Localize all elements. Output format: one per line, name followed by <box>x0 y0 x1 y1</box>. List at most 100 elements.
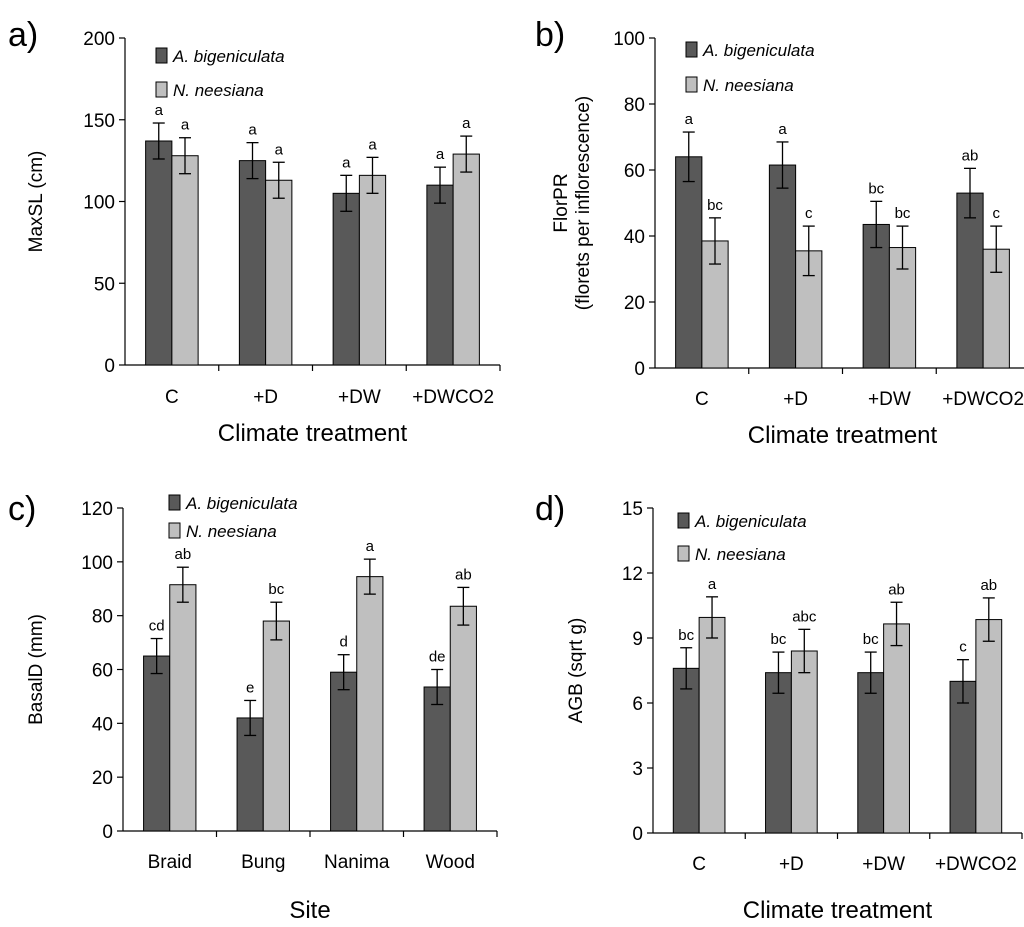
y-tick-label: 40 <box>92 714 113 735</box>
y-axis-title: BasalD (mm) <box>26 614 47 725</box>
x-category-label: +DW <box>868 389 911 410</box>
bar-n-neesiana <box>452 153 480 366</box>
legend-swatch <box>685 76 698 93</box>
bar-a-bigeniculata <box>857 672 885 834</box>
bar-n-neesiana <box>356 576 384 832</box>
significance-letter: cd <box>149 618 165 635</box>
legend-swatch <box>677 545 690 562</box>
y-tick-label: 80 <box>624 95 645 116</box>
bar-a-bigeniculata <box>145 140 173 366</box>
significance-letter: c <box>993 205 1001 222</box>
significance-letter: c <box>959 639 967 656</box>
y-tick-label: 100 <box>613 29 645 50</box>
significance-letter: a <box>181 117 190 134</box>
significance-letter: a <box>436 146 445 163</box>
significance-letter: c <box>805 205 813 222</box>
bar-n-neesiana <box>982 248 1010 369</box>
y-tick-label: 50 <box>94 274 115 295</box>
significance-letter: de <box>429 649 446 666</box>
y-tick-label: 200 <box>83 29 115 50</box>
y-tick-label: 6 <box>632 694 643 715</box>
y-tick-label: 100 <box>83 193 115 214</box>
bar-n-neesiana <box>701 240 729 369</box>
legend-swatch <box>168 494 181 511</box>
y-tick-label: 80 <box>92 607 113 628</box>
x-category-label: Nanima <box>324 852 390 873</box>
significance-letter: bc <box>863 631 879 648</box>
y-axis-title: FlorPR <box>551 173 572 232</box>
x-category-label: +DW <box>862 854 905 875</box>
bar-a-bigeniculata <box>672 667 700 834</box>
legend-swatch <box>155 47 168 64</box>
significance-letter: a <box>155 102 164 119</box>
panel-label: a) <box>8 16 38 54</box>
bar-a-bigeniculata <box>426 184 454 366</box>
legend-label: A. bigeniculata <box>694 512 807 531</box>
bar-a-bigeniculata <box>768 164 797 369</box>
significance-letter: e <box>246 679 254 696</box>
bar-a-bigeniculata <box>675 156 703 369</box>
legend-label: A. bigeniculata <box>185 494 298 513</box>
legend-label: N. neesiana <box>695 545 786 564</box>
x-category-label: C <box>692 854 706 875</box>
significance-letter: a <box>275 141 284 158</box>
bar-a-bigeniculata <box>238 160 267 366</box>
x-axis-title: Climate treatment <box>218 420 408 447</box>
y-tick-label: 100 <box>81 553 113 574</box>
x-category-label: Bung <box>241 852 285 873</box>
y-tick-label: 0 <box>634 359 645 380</box>
bar-n-neesiana <box>698 616 726 834</box>
significance-letter: a <box>248 122 257 139</box>
bar-n-neesiana <box>358 174 387 366</box>
legend-label: N. neesiana <box>173 81 264 100</box>
x-axis-title: Site <box>289 897 330 924</box>
x-axis-title: Climate treatment <box>748 422 938 449</box>
significance-letter: a <box>778 121 787 138</box>
significance-letter: a <box>342 154 351 171</box>
significance-letter: ab <box>174 546 191 563</box>
x-category-label: +DW <box>338 387 381 408</box>
significance-letter: bc <box>868 180 884 197</box>
y-axis-title: (florets per inflorescence) <box>573 96 594 310</box>
x-category-label: +D <box>253 387 278 408</box>
bar-a-bigeniculata <box>949 680 977 834</box>
legend-swatch <box>155 81 168 98</box>
x-category-label: C <box>165 387 179 408</box>
significance-letter: bc <box>707 197 723 214</box>
y-tick-label: 150 <box>83 111 115 132</box>
y-tick-label: 0 <box>632 824 643 845</box>
bar-a-bigeniculata <box>330 671 358 832</box>
x-category-label: +DWCO2 <box>412 387 494 408</box>
x-category-label: C <box>695 389 709 410</box>
bar-a-bigeniculata <box>332 192 360 366</box>
bar-n-neesiana <box>449 605 477 832</box>
bar-n-neesiana <box>265 179 293 366</box>
y-axis-title: AGB (sqrt g) <box>566 618 587 724</box>
significance-letter: abc <box>792 608 817 625</box>
bar-n-neesiana <box>169 584 197 832</box>
significance-letter: bc <box>895 205 911 222</box>
significance-letter: a <box>366 538 375 555</box>
legend-label: A. bigeniculata <box>172 47 285 66</box>
panel-label: b) <box>535 16 565 54</box>
x-category-label: Wood <box>426 852 475 873</box>
significance-letter: a <box>708 576 717 593</box>
significance-letter: a <box>368 136 377 153</box>
significance-letter: ab <box>962 147 979 164</box>
significance-letter: bc <box>268 581 284 598</box>
legend-label: A. bigeniculata <box>702 41 815 60</box>
y-axis-title: MaxSL (cm) <box>26 151 47 253</box>
y-tick-label: 0 <box>104 356 115 377</box>
bar-n-neesiana <box>790 650 818 834</box>
y-tick-label: 12 <box>622 564 643 585</box>
bar-a-bigeniculata <box>143 655 171 832</box>
significance-letter: d <box>339 634 347 651</box>
bar-n-neesiana <box>171 155 199 366</box>
y-tick-label: 3 <box>632 759 643 780</box>
y-tick-label: 20 <box>624 293 645 314</box>
